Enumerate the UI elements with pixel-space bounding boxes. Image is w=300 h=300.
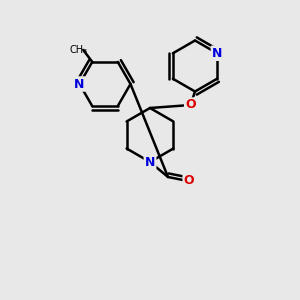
Text: N: N bbox=[74, 77, 85, 91]
Text: O: O bbox=[184, 173, 194, 187]
Text: N: N bbox=[212, 47, 222, 60]
Text: O: O bbox=[185, 98, 196, 112]
Text: N: N bbox=[145, 155, 155, 169]
Text: CH₃: CH₃ bbox=[70, 45, 88, 55]
